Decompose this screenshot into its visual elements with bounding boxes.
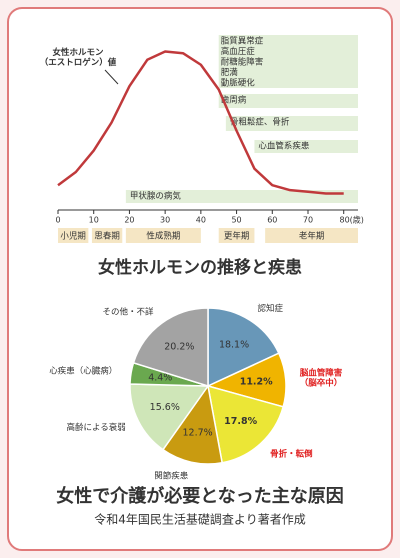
stage-label: 性成熟期 <box>146 231 180 242</box>
value-label: 4.4% <box>148 373 172 384</box>
stage-box <box>58 228 89 243</box>
stage-label: 更年期 <box>224 231 250 242</box>
x-tick-label: 70 <box>303 216 313 225</box>
value-label: 17.8% <box>224 416 257 427</box>
annotation-arrow <box>104 69 119 85</box>
pie-slice <box>129 383 210 451</box>
disease-label: 脂質異常症 <box>221 36 264 47</box>
disease-band <box>218 94 358 108</box>
x-tick-label: 60 <box>267 216 277 225</box>
value-label: 11.2% <box>240 377 273 388</box>
stage-box <box>91 228 123 243</box>
category-label: 心疾患（心臓病） <box>49 366 117 377</box>
disease-band <box>225 116 358 131</box>
hormone-line <box>57 50 344 195</box>
chart-subtitle: 令和4年国民生活基礎調査より著者作成 <box>94 512 305 527</box>
pie-slice <box>207 384 285 464</box>
category-label: 脳血管障害（脳卒中） <box>299 367 343 388</box>
x-tick-label: 0 <box>55 216 60 225</box>
category-label: 骨折・転倒 <box>270 448 313 459</box>
chart-title: 女性で介護が必要となった主な原因 <box>56 485 343 507</box>
stage-label: 小児期 <box>60 231 86 242</box>
disease-label: 動脈硬化 <box>221 78 256 89</box>
disease-band <box>125 190 358 203</box>
stage-label: 老年期 <box>299 231 325 242</box>
category-label: 認知症 <box>258 303 284 314</box>
category-label: その他・不詳 <box>102 306 154 317</box>
disease-label: 高血圧症 <box>221 46 256 57</box>
value-label: 12.7% <box>183 428 213 439</box>
disease-band <box>218 35 358 88</box>
disease-label: 心血管系疾患 <box>258 141 310 152</box>
disease-label: 甲状腺の病気 <box>130 191 182 202</box>
category-label: 高齢による衰弱 <box>67 422 126 433</box>
card <box>7 7 393 551</box>
pie-slice <box>132 307 209 388</box>
chart-title: 女性ホルモンの推移と疾患 <box>98 257 302 278</box>
pie-slice <box>161 384 224 465</box>
stage-box <box>265 228 358 243</box>
x-tick-label: 50 <box>231 216 241 225</box>
x-tick-label: 80(歳) <box>340 215 364 225</box>
x-tick-label: 40 <box>196 216 206 225</box>
category-label: 関節疾患 <box>154 470 189 481</box>
disease-label: 肥満 <box>221 68 239 78</box>
disease-band <box>254 140 358 153</box>
disease-label: 耐糖能障害 <box>221 57 264 68</box>
value-label: 18.1% <box>219 340 249 351</box>
value-label: 20.2% <box>164 342 194 353</box>
x-tick-label: 20 <box>124 216 134 225</box>
x-tick-label: 10 <box>89 216 99 225</box>
disease-label: 骨粗鬆症、骨折 <box>230 117 290 128</box>
pie-slice <box>207 307 280 388</box>
stage-box <box>125 228 201 243</box>
x-tick-label: 30 <box>160 216 170 225</box>
value-label: 15.6% <box>150 402 180 413</box>
annotation: 女性ホルモン（エストロゲン）値 <box>40 47 117 68</box>
stage-label: 思春期 <box>94 231 120 242</box>
stage-box <box>218 228 255 243</box>
disease-label: 歯周病 <box>221 95 247 106</box>
